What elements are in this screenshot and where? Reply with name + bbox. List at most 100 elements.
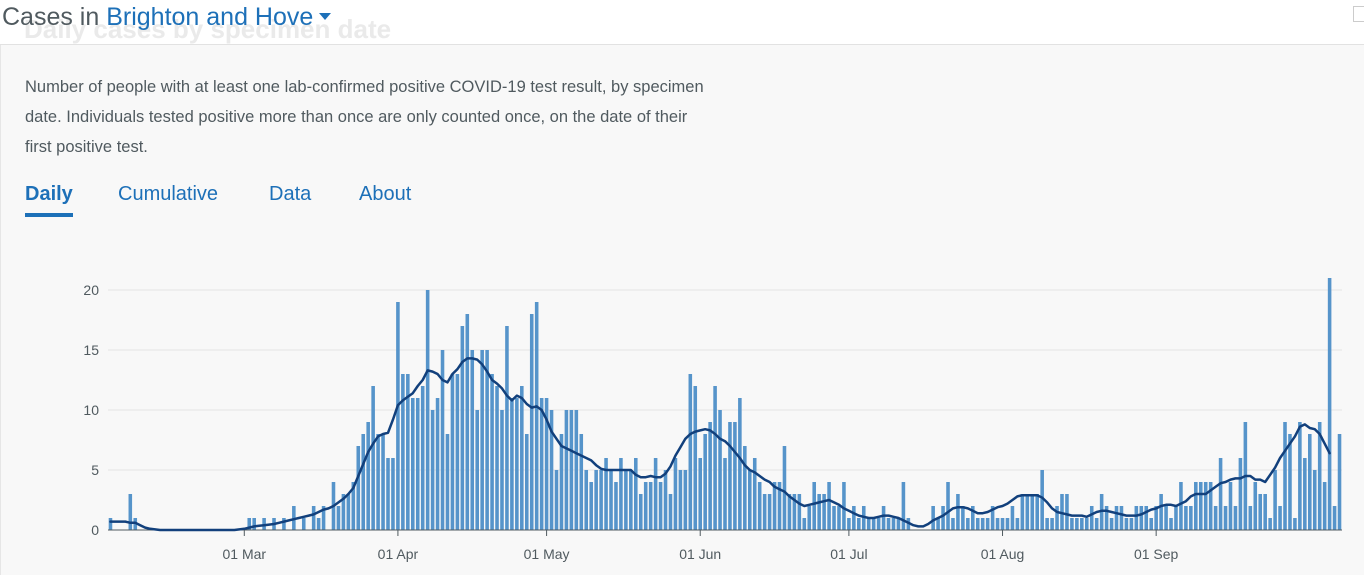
- bar: [787, 494, 792, 530]
- bar: [425, 290, 430, 530]
- bar: [396, 302, 400, 530]
- bar: [361, 434, 366, 530]
- bar: [1104, 506, 1109, 530]
- bar: [738, 398, 742, 530]
- bar: [896, 518, 901, 530]
- x-tick-label: 01 Sep: [1134, 546, 1179, 562]
- bar: [1000, 518, 1005, 530]
- bar: [1233, 506, 1238, 530]
- bar: [475, 410, 479, 530]
- bar: [460, 326, 465, 530]
- bar: [901, 482, 906, 530]
- tab-data[interactable]: Data: [269, 183, 312, 205]
- bar: [594, 470, 598, 530]
- bar: [455, 374, 460, 530]
- bar: [777, 482, 782, 530]
- bar: [510, 398, 514, 530]
- bar: [638, 494, 643, 530]
- bar: [376, 434, 380, 530]
- bar: [336, 506, 341, 530]
- bar: [678, 470, 683, 530]
- bar: [668, 494, 673, 530]
- bar: [1228, 482, 1233, 530]
- y-tick-label: 20: [83, 282, 99, 298]
- bar: [321, 506, 326, 530]
- bar: [1129, 518, 1134, 530]
- bar: [663, 470, 668, 530]
- area-selector[interactable]: Brighton and Hove: [106, 3, 332, 31]
- bar: [351, 482, 356, 530]
- bar: [743, 446, 747, 530]
- bar: [480, 350, 484, 530]
- bar: [604, 458, 608, 530]
- bar: [985, 518, 990, 530]
- daily-cases-chart: 0 5 10 15 20 01 Mar 01 Apr 01 May 01 Jun 01 Jul 01…: [83, 278, 1342, 562]
- heading-prefix: Cases in: [2, 3, 100, 31]
- bar: [574, 410, 579, 530]
- top-bar: Daily cases by specimen date Cases in Br…: [0, 0, 1364, 45]
- bar: [529, 314, 534, 530]
- tab-daily[interactable]: Daily: [25, 183, 73, 205]
- bar: [936, 518, 940, 530]
- bar: [1308, 434, 1312, 530]
- bar: [653, 458, 658, 530]
- tab-cumulative[interactable]: Cumulative: [118, 183, 219, 205]
- x-tick-label: 01 Mar: [222, 546, 266, 562]
- bar: [658, 482, 663, 530]
- bar: [1253, 482, 1258, 530]
- bar: [1055, 506, 1059, 530]
- bar: [559, 434, 564, 530]
- bar: [252, 518, 256, 530]
- bar: [1268, 518, 1272, 530]
- bar: [946, 482, 950, 530]
- bar: [524, 434, 529, 530]
- bar: [1020, 494, 1025, 530]
- bar: [767, 494, 772, 530]
- bar: [1025, 494, 1030, 530]
- y-tick-label: 10: [83, 402, 99, 418]
- bar: [1273, 470, 1277, 530]
- bar: [1159, 494, 1163, 530]
- bar: [966, 518, 970, 530]
- bar: [852, 506, 856, 530]
- bar: [995, 518, 1000, 530]
- bar: [465, 314, 470, 530]
- bar: [1332, 506, 1337, 530]
- y-tick-label: 15: [83, 342, 99, 358]
- bar: [693, 386, 698, 530]
- tab-about[interactable]: About: [359, 183, 412, 205]
- bar: [430, 410, 435, 530]
- bar: [1040, 470, 1044, 530]
- bar: [1139, 506, 1144, 530]
- x-tick-label: 01 Jun: [679, 546, 721, 562]
- bar: [1174, 506, 1178, 530]
- bar: [1198, 482, 1203, 530]
- bar: [386, 458, 390, 530]
- bar: [316, 518, 321, 530]
- y-tick-label: 5: [91, 462, 99, 478]
- bar: [1119, 506, 1124, 530]
- bar: [643, 482, 648, 530]
- bar: [1045, 518, 1049, 530]
- page-heading: Cases in Brighton and Hove: [2, 3, 332, 32]
- bar: [485, 350, 489, 530]
- bar: [723, 458, 727, 530]
- bar: [961, 506, 965, 530]
- bar: [1278, 506, 1282, 530]
- bar: [599, 470, 603, 530]
- bar: [802, 518, 807, 530]
- bar: [1312, 470, 1317, 530]
- x-tick-label: 01 May: [524, 546, 570, 562]
- bar: [569, 410, 574, 530]
- bar: [1144, 506, 1149, 530]
- bar: [1035, 494, 1040, 530]
- x-tick-label: 01 Jul: [830, 546, 867, 562]
- bar: [673, 458, 678, 530]
- bar: [1010, 506, 1015, 530]
- bar: [1337, 434, 1342, 530]
- bar: [951, 518, 955, 530]
- bar: [757, 482, 762, 530]
- bar: [812, 482, 816, 530]
- bar: [1089, 506, 1094, 530]
- bar: [534, 302, 539, 530]
